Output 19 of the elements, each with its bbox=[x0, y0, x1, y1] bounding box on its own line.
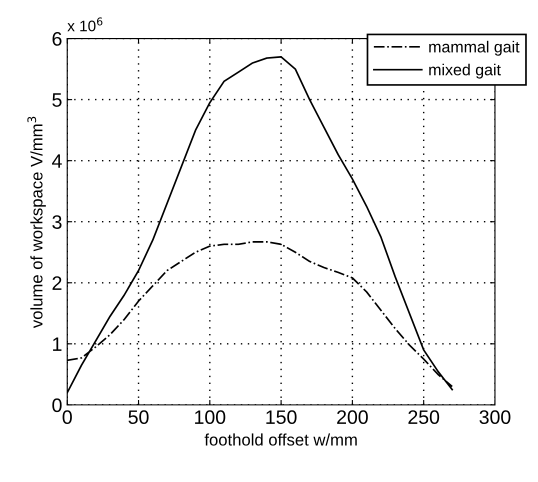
legend-label: mixed gait bbox=[429, 64, 501, 79]
y-axis-title: volume of workspace V/mm$^{3}$ bbox=[27, 116, 46, 328]
y-tick-label: 4 bbox=[52, 154, 62, 168]
x-tick-label: 250 bbox=[408, 410, 440, 424]
y-tick-label: 0 bbox=[52, 398, 62, 412]
y-tick-label: 2 bbox=[52, 276, 62, 290]
y-tick-label: 3 bbox=[52, 215, 62, 229]
y-tick-label: 1 bbox=[53, 337, 62, 351]
text: x 10$^{6}$ bbox=[67, 17, 102, 32]
x-tick-label: 300 bbox=[479, 410, 510, 424]
x-tick-label: 0 bbox=[62, 410, 72, 424]
x-tick-label: 200 bbox=[337, 410, 368, 424]
x-tick-label: 100 bbox=[195, 410, 226, 424]
x-tick-label: 150 bbox=[266, 410, 297, 424]
legend-label: mammal gait bbox=[429, 40, 520, 56]
y-tick-label: 5 bbox=[52, 93, 62, 107]
y-tick-label: 6 bbox=[52, 32, 62, 46]
x-axis-title: foothold offset w/mm bbox=[204, 433, 357, 446]
x-tick-label: 50 bbox=[128, 410, 149, 424]
